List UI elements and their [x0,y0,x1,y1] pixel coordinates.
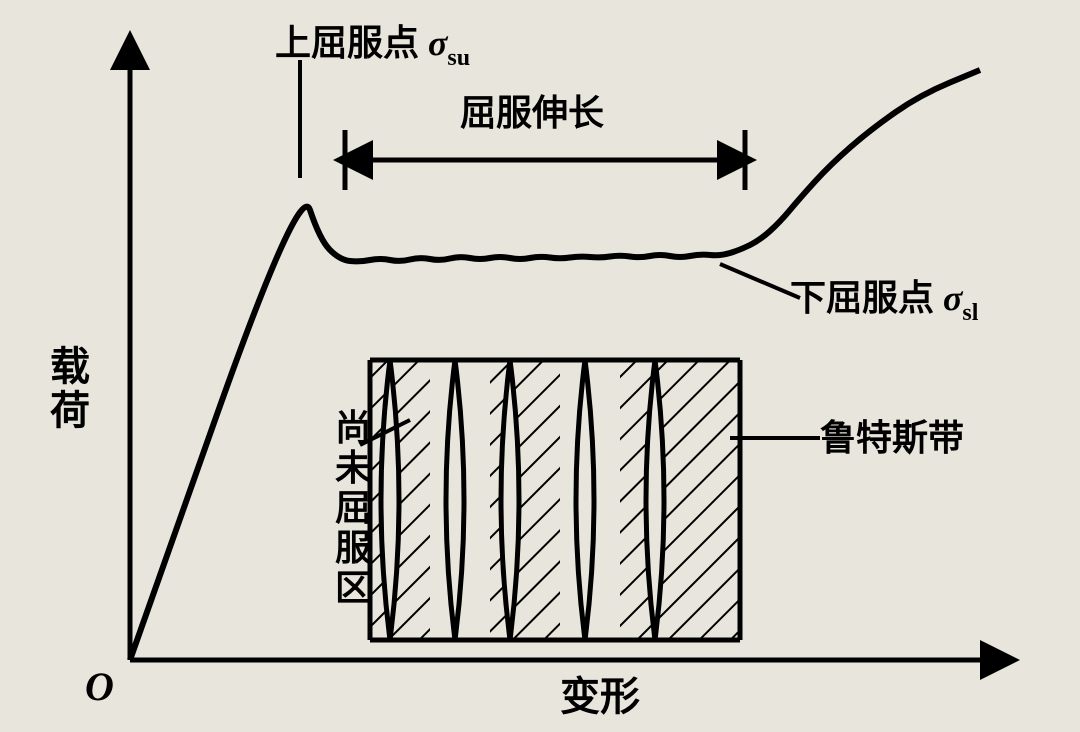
origin-label: O [85,664,114,709]
y-axis-label-char0: 载 [50,344,90,389]
specimen [370,360,740,640]
svg-text:未: 未 [335,448,371,488]
y-axis-label-char1: 荷 [50,388,90,433]
yield-diagram: O 变形 载 荷 屈服伸长 上屈服点 σsu 下屈服点 σsl 鲁特斯带 尚未屈… [0,0,1080,732]
not-yet-yielded-label: 尚未屈服区 [335,408,371,608]
luders-band-label: 鲁特斯带 [820,418,964,458]
svg-text:区: 区 [335,568,371,608]
yield-elongation-label: 屈服伸长 [460,93,604,133]
svg-text:屈: 屈 [335,488,371,528]
svg-text:尚: 尚 [335,408,371,448]
x-axis-label: 变形 [560,674,640,719]
svg-text:服: 服 [335,528,371,568]
